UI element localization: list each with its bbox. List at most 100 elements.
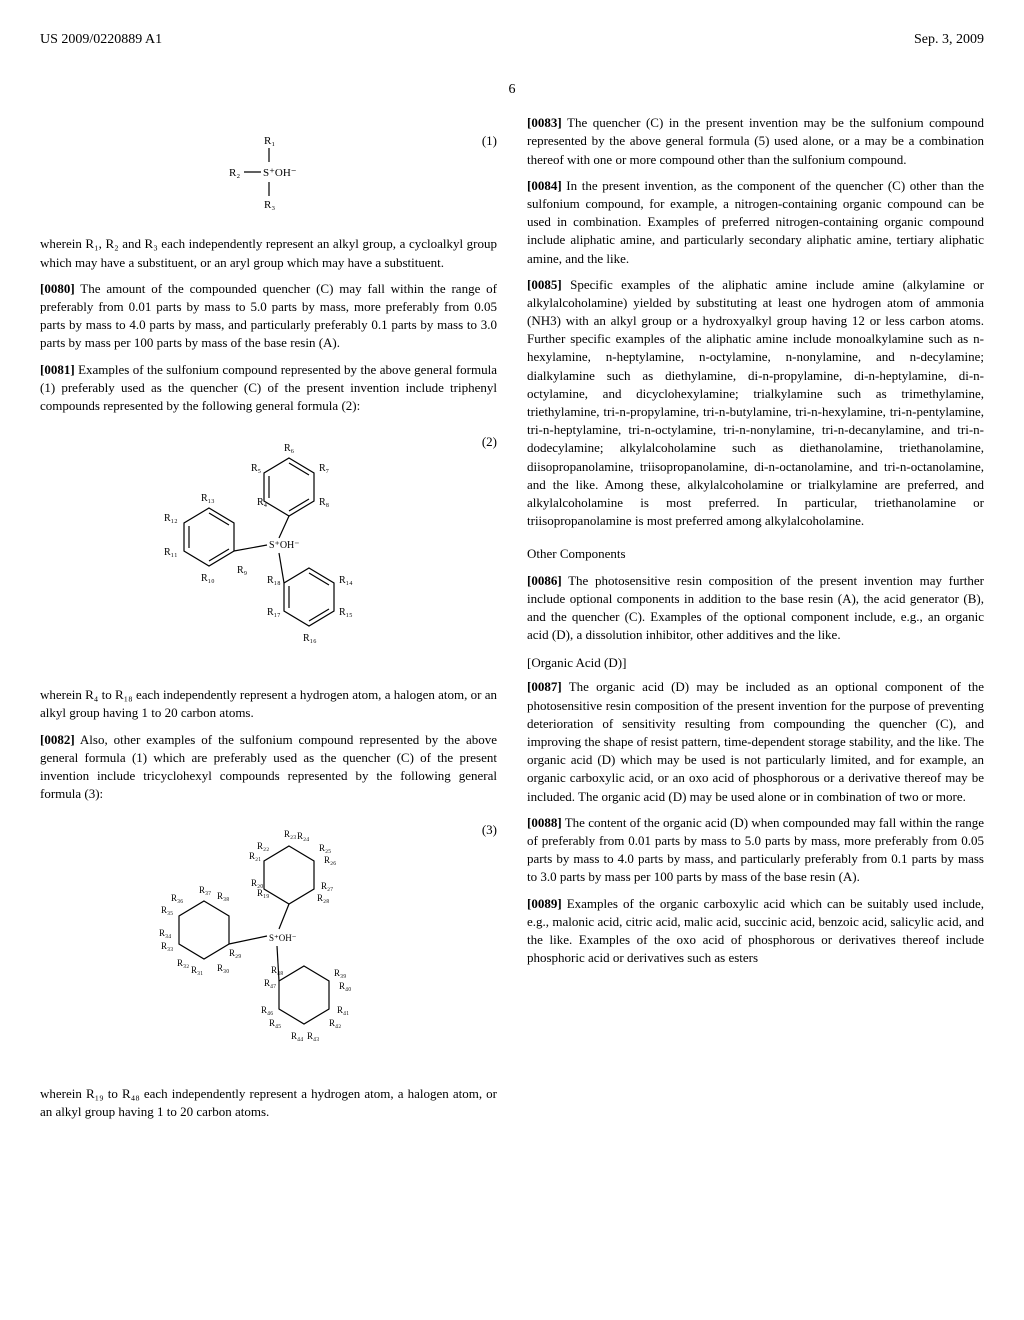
formula-2-label: (2) (482, 433, 497, 451)
svg-text:R₁₇: R₁₇ (267, 607, 281, 618)
formula-2-caption: wherein R₄ to R₁₈ each independently rep… (40, 686, 497, 722)
formula-3-label: (3) (482, 821, 497, 839)
svg-text:R₂₆: R₂₆ (324, 855, 336, 865)
para-0087-num: [0087] (527, 679, 562, 694)
formula-2-structure: S⁺OH⁻ R₄ R₅ R₆ R₇ R₈ R₉ R₁₀ R₁₁ R₁₂ R₁₃ (139, 433, 399, 663)
page: US 2009/0220889 A1 Sep. 3, 2009 6 (1) R₁… (40, 30, 984, 1129)
svg-text:R₁₁: R₁₁ (164, 547, 178, 558)
svg-text:R₂₇: R₂₇ (321, 881, 333, 891)
columns: (1) R₁ R₂ S⁺OH⁻ R₃ wherein R₁, R₂ and R₃… (40, 114, 984, 1129)
para-0081-num: [0081] (40, 362, 75, 377)
para-0088-text: The content of the organic acid (D) when… (527, 815, 984, 885)
svg-text:R₄₈: R₄₈ (271, 965, 283, 975)
svg-text:R₃₁: R₃₁ (191, 965, 203, 975)
para-0085: [0085] Specific examples of the aliphati… (527, 276, 984, 531)
page-header: US 2009/0220889 A1 Sep. 3, 2009 (40, 30, 984, 50)
svg-text:R₄₁: R₄₁ (337, 1005, 349, 1015)
svg-text:R₃₃: R₃₃ (161, 941, 173, 951)
para-0080: [0080] The amount of the compounded quen… (40, 280, 497, 353)
svg-text:R₇: R₇ (319, 463, 329, 474)
svg-text:R₅: R₅ (251, 463, 261, 474)
svg-text:R₁₀: R₁₀ (201, 573, 215, 584)
svg-text:R₁₄: R₁₄ (339, 575, 353, 586)
para-0083-text: The quencher (C) in the present inventio… (527, 115, 984, 166)
svg-text:R₄₄: R₄₄ (291, 1031, 303, 1041)
para-0085-num: [0085] (527, 277, 562, 292)
svg-text:R₃₆: R₃₆ (171, 893, 183, 903)
para-0089-text: Examples of the organic carboxylic acid … (527, 896, 984, 966)
para-0087: [0087] The organic acid (D) may be inclu… (527, 678, 984, 805)
para-0086-num: [0086] (527, 573, 562, 588)
para-0088: [0088] The content of the organic acid (… (527, 814, 984, 887)
svg-text:R₂₀: R₂₀ (251, 878, 263, 888)
column-left: (1) R₁ R₂ S⁺OH⁻ R₃ wherein R₁, R₂ and R₃… (40, 114, 497, 1129)
svg-text:R₂₈: R₂₈ (317, 893, 329, 903)
svg-text:R₁₉: R₁₉ (257, 888, 269, 898)
para-0081-text: Examples of the sulfonium compound repre… (40, 362, 497, 413)
para-0080-num: [0080] (40, 281, 75, 296)
formula-3-structure: S⁺OH⁻ R₁₉ R₂₀ R₂₁ R₂₂ R₂₃ R₂₄ R₂₅ R₂₆ R₂… (129, 821, 409, 1061)
svg-text:R₃₈: R₃₈ (217, 891, 229, 901)
svg-text:R₄₅: R₄₅ (269, 1018, 281, 1028)
para-0085-text: Specific examples of the aliphatic amine… (527, 277, 984, 528)
svg-text:R₂₂: R₂₂ (257, 841, 269, 851)
formula-3: (3) S⁺OH⁻ (40, 821, 497, 1066)
para-0084-text: In the present invention, as the compone… (527, 178, 984, 266)
column-right: [0083] The quencher (C) in the present i… (527, 114, 984, 1129)
f1-center: S⁺OH⁻ (263, 167, 297, 179)
para-0086: [0086] The photosensitive resin composit… (527, 572, 984, 645)
svg-text:R₂₄: R₂₄ (297, 831, 309, 841)
svg-text:R₄₃: R₄₃ (307, 1031, 319, 1041)
para-0089: [0089] Examples of the organic carboxyli… (527, 895, 984, 968)
formula-3-caption: wherein R₁₉ to R₄₈ each independently re… (40, 1085, 497, 1121)
para-0083-num: [0083] (527, 115, 562, 130)
para-0087-text: The organic acid (D) may be included as … (527, 679, 984, 803)
svg-text:R₃₄: R₃₄ (159, 928, 171, 938)
formula-1-structure: R₁ R₂ S⁺OH⁻ R₃ (209, 132, 329, 212)
svg-text:R₂₁: R₂₁ (249, 851, 261, 861)
para-0081: [0081] Examples of the sulfonium compoun… (40, 361, 497, 416)
f3-center: S⁺OH⁻ (269, 933, 297, 943)
svg-text:R₄₆: R₄₆ (261, 1005, 273, 1015)
svg-text:R₁₈: R₁₈ (267, 575, 281, 586)
para-0082-text: Also, other examples of the sulfonium co… (40, 732, 497, 802)
f2-center: S⁺OH⁻ (269, 540, 300, 551)
svg-text:R₄₂: R₄₂ (329, 1018, 341, 1028)
formula-2: (2) (40, 433, 497, 668)
svg-text:R₃₀: R₃₀ (217, 963, 229, 973)
svg-text:R₃₇: R₃₇ (199, 885, 211, 895)
formula-1-caption: wherein R₁, R₂ and R₃ each independently… (40, 235, 497, 271)
para-0089-num: [0089] (527, 896, 562, 911)
para-0083: [0083] The quencher (C) in the present i… (527, 114, 984, 169)
svg-text:R₁₆: R₁₆ (303, 633, 317, 644)
para-0080-text: The amount of the compounded quencher (C… (40, 281, 497, 351)
formula-1: (1) R₁ R₂ S⁺OH⁻ R₃ (40, 132, 497, 217)
page-number: 6 (40, 80, 984, 100)
organic-acid-heading: [Organic Acid (D)] (527, 654, 984, 672)
svg-text:R₁₂: R₁₂ (164, 513, 178, 524)
f1-r2: R₂ (229, 167, 240, 179)
svg-text:R₈: R₈ (319, 497, 330, 508)
doc-date: Sep. 3, 2009 (914, 30, 984, 50)
svg-text:R₄₀: R₄₀ (339, 981, 351, 991)
para-0082: [0082] Also, other examples of the sulfo… (40, 731, 497, 804)
svg-text:R₆: R₆ (284, 443, 295, 454)
svg-text:R₁₅: R₁₅ (339, 607, 353, 618)
doc-number: US 2009/0220889 A1 (40, 30, 162, 50)
svg-text:R₄: R₄ (257, 497, 268, 508)
svg-text:R₂₅: R₂₅ (319, 843, 331, 853)
svg-text:R₁₃: R₁₃ (201, 493, 215, 504)
formula-1-label: (1) (482, 132, 497, 150)
para-0082-num: [0082] (40, 732, 75, 747)
para-0084: [0084] In the present invention, as the … (527, 177, 984, 268)
svg-text:R₂₉: R₂₉ (229, 948, 241, 958)
para-0084-num: [0084] (527, 178, 562, 193)
para-0088-num: [0088] (527, 815, 562, 830)
svg-text:R₃₉: R₃₉ (334, 968, 346, 978)
svg-text:R₃₂: R₃₂ (177, 958, 189, 968)
f1-r3: R₃ (264, 199, 275, 211)
svg-text:R₂₃: R₂₃ (284, 829, 296, 839)
f1-r1: R₁ (264, 135, 275, 147)
svg-text:R₉: R₉ (237, 565, 248, 576)
svg-text:R₄₇: R₄₇ (264, 978, 276, 988)
